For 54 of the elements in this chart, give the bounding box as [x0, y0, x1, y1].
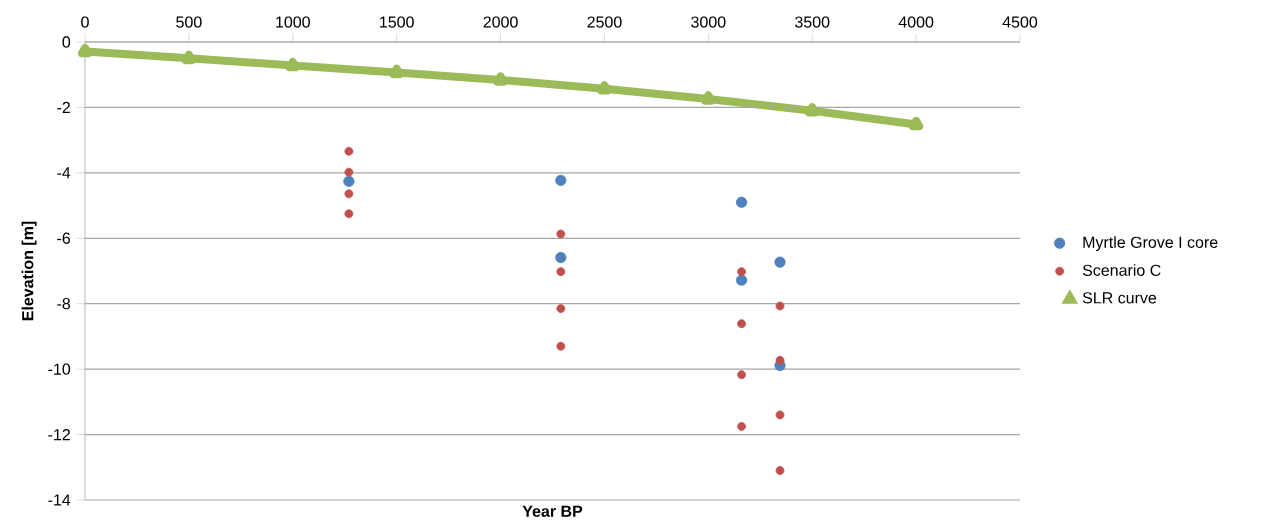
legend-label: Myrtle Grove I core — [1083, 236, 1218, 252]
point — [555, 174, 567, 186]
point — [737, 370, 746, 380]
point — [805, 103, 820, 117]
point — [775, 301, 785, 311]
point — [344, 209, 354, 219]
x-tick-label: 1500 — [380, 16, 414, 28]
point — [735, 196, 748, 208]
point — [908, 116, 924, 131]
point — [285, 57, 300, 72]
x-tick-label: 4500 — [1002, 16, 1038, 28]
y-tick-label: -12 — [48, 428, 70, 441]
point — [775, 355, 785, 365]
point — [555, 251, 567, 264]
point — [775, 410, 785, 420]
y-tick-label: -4 — [57, 167, 71, 179]
x-axis-title: Year BP — [522, 505, 583, 517]
x-tick-label: 500 — [176, 16, 202, 28]
point — [597, 81, 612, 95]
point — [737, 319, 746, 329]
point — [343, 175, 355, 187]
x-tick-label: 1000 — [276, 16, 310, 28]
point — [344, 189, 354, 199]
point — [344, 146, 354, 156]
point — [737, 267, 746, 277]
point — [389, 64, 404, 79]
y-tick-label: -2 — [57, 101, 70, 113]
y-tick-label: -10 — [48, 363, 71, 375]
point — [77, 43, 93, 58]
x-tick-label: 0 — [81, 16, 89, 28]
point — [556, 304, 566, 314]
x-tick-label: 2000 — [483, 16, 518, 28]
point — [493, 72, 508, 86]
point — [181, 50, 197, 65]
point — [735, 274, 748, 286]
point — [556, 267, 566, 277]
y-tick-label: -8 — [57, 298, 71, 310]
x-tick-label: 3000 — [691, 16, 726, 28]
y-tick-label: 0 — [62, 36, 71, 48]
x-tick-label: 2500 — [587, 16, 622, 28]
point — [737, 421, 746, 431]
point — [556, 229, 566, 239]
y-tick-label: -6 — [57, 232, 71, 244]
legend-label: SLR curve — [1082, 292, 1157, 304]
y-axis-title: Elevation [m] — [21, 221, 37, 321]
x-tick-label: 3500 — [795, 16, 830, 28]
point — [556, 341, 566, 351]
point — [775, 466, 785, 475]
x-tick-label: 4000 — [898, 16, 934, 28]
legend-label: Scenario C — [1082, 264, 1161, 276]
point — [344, 167, 354, 177]
point — [774, 256, 786, 268]
point — [701, 91, 716, 105]
y-tick-label: -14 — [48, 494, 71, 506]
